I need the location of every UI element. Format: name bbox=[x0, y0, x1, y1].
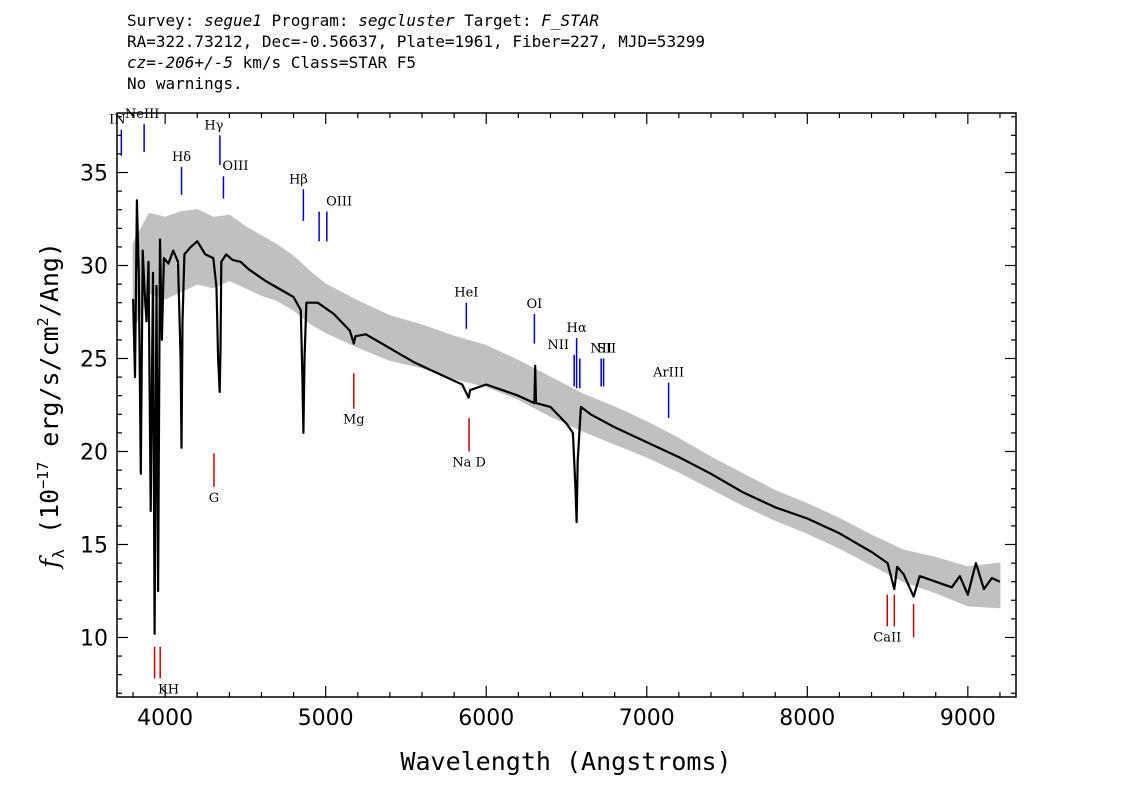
emission-line-label: NeIII bbox=[125, 107, 159, 122]
survey-value: segue1 bbox=[204, 11, 262, 30]
absorption-line-label: Mg bbox=[343, 413, 365, 428]
x-tick-label: 9000 bbox=[940, 706, 996, 731]
program-label: Program: bbox=[261, 11, 359, 30]
x-axis-title: Wavelength (Angstroms) bbox=[400, 747, 731, 776]
spectral-lines-layer: IN NeIIIHδHγOIIIHβOIIIHeIOINIIHαNIISIIArI… bbox=[109, 107, 915, 697]
emission-line-label: OI bbox=[526, 297, 542, 312]
emission-line-label: Hα bbox=[567, 321, 587, 336]
emission-line-label: Hβ bbox=[289, 172, 308, 187]
program-value: segcluster bbox=[358, 11, 455, 30]
emission-line-label: NII bbox=[547, 338, 569, 353]
x-tick-label: 4000 bbox=[137, 706, 193, 731]
emission-line-label: Hγ bbox=[204, 118, 223, 133]
ylabel-pre: (10 bbox=[35, 489, 64, 549]
spectrum-header: Survey: segue1 Program: segcluster Targe… bbox=[127, 10, 705, 94]
ylabel-sub: λ bbox=[49, 549, 68, 559]
header-line-1: Survey: segue1 Program: segcluster Targe… bbox=[127, 10, 705, 31]
emission-line-label: OIII bbox=[326, 195, 352, 210]
survey-label: Survey: bbox=[127, 11, 205, 30]
header-line-4: No warnings. bbox=[127, 74, 243, 93]
y-axis-title: fλ (10−17 erg/s/cm2/Ang) bbox=[34, 242, 68, 570]
header-line-3: cz=-206+/-5 km/s Class=STAR F5 bbox=[127, 52, 705, 73]
x-tick-label: 5000 bbox=[298, 706, 354, 731]
header-line-2: RA=322.73212, Dec=-0.56637, Plate=1961, … bbox=[127, 32, 705, 51]
absorption-line-label: Na D bbox=[452, 455, 486, 470]
redshift-value: cz=-206+/-5 bbox=[127, 53, 233, 72]
x-tick-label: 8000 bbox=[779, 706, 835, 731]
tick-labels-layer: 4000 5000 6000 7000 8000 9000 10 15 20 25 30 35 bbox=[80, 162, 996, 731]
ylabel-exp2: 2 bbox=[34, 317, 52, 326]
emission-line-label: ArIII bbox=[652, 366, 684, 381]
emission-line-label: HeI bbox=[454, 286, 478, 301]
ylabel-mid: erg/s/cm bbox=[35, 326, 64, 461]
class-value: km/s Class=STAR F5 bbox=[232, 53, 416, 72]
ylabel-f: f bbox=[35, 555, 64, 570]
plot-frame bbox=[116, 112, 1017, 698]
flux-line bbox=[132, 199, 1001, 635]
absorption-line-label: KH bbox=[158, 682, 179, 697]
emission-line-label: Hδ bbox=[172, 150, 191, 165]
emission-line-label: OIII bbox=[222, 159, 248, 174]
series-layer bbox=[132, 199, 1001, 635]
x-tick-label: 6000 bbox=[458, 706, 514, 731]
y-tick-label: 35 bbox=[80, 162, 108, 187]
error-band bbox=[132, 209, 1001, 609]
y-tick-label: 30 bbox=[80, 255, 108, 280]
ylabel-post: /Ang) bbox=[35, 242, 64, 317]
y-tick-label: 25 bbox=[80, 348, 108, 373]
y-tick-label: 20 bbox=[80, 440, 108, 465]
target-value: F_STAR bbox=[541, 11, 600, 30]
ylabel-exp: −17 bbox=[34, 462, 52, 489]
x-tick-label: 7000 bbox=[619, 706, 675, 731]
absorption-line-label: CaII bbox=[873, 630, 901, 645]
axes-layer bbox=[116, 112, 1017, 698]
emission-line-label: NII bbox=[590, 342, 612, 357]
y-tick-label: 15 bbox=[80, 533, 108, 558]
emission-line-label: SII bbox=[597, 342, 616, 357]
y-tick-label: 10 bbox=[80, 626, 108, 651]
target-label: Target: bbox=[454, 11, 542, 30]
absorption-line-label: G bbox=[209, 491, 219, 506]
